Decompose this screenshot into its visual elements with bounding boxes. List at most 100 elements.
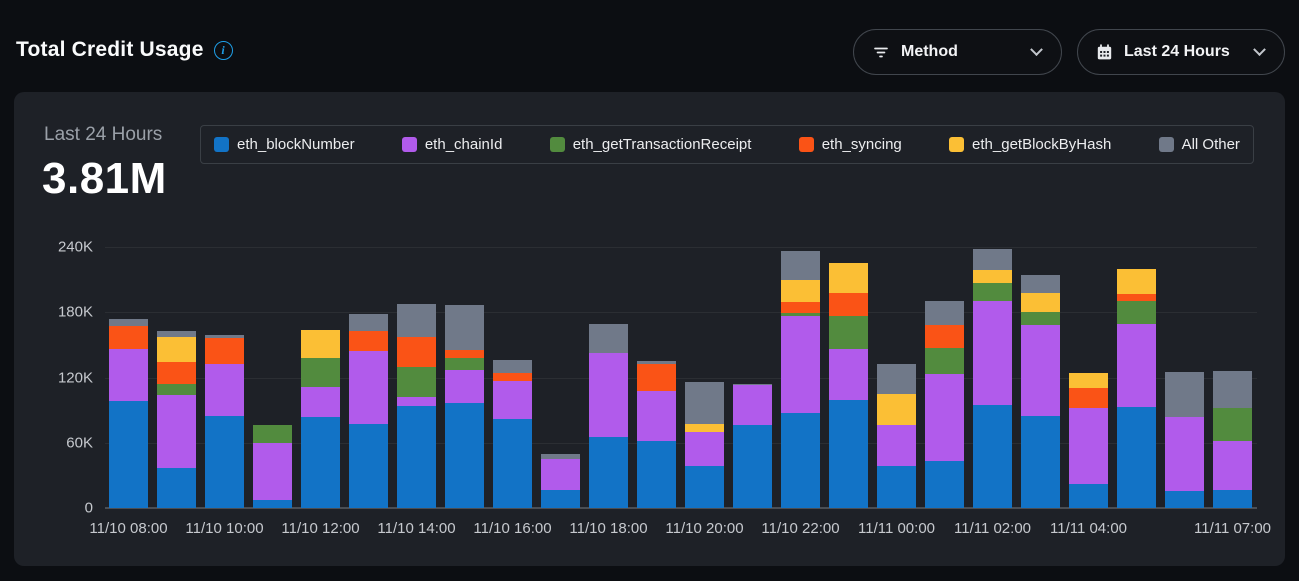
y-axis-tick: 240K xyxy=(57,238,93,256)
legend-swatch-icon xyxy=(549,137,565,152)
x-axis-tick: 11/10 20:00 xyxy=(665,520,744,537)
bar-segment xyxy=(397,366,436,398)
legend-item[interactable]: eth_getBlockByHash xyxy=(949,136,1111,153)
bar-segment xyxy=(589,352,628,438)
legend-item[interactable]: eth_getTransactionReceipt xyxy=(549,136,752,153)
bar-segment xyxy=(253,442,292,501)
bar-segment xyxy=(1069,373,1108,389)
bar-segment xyxy=(973,282,1012,302)
time-range-dropdown[interactable]: Last 24 Hours xyxy=(1077,29,1285,75)
bar-segment xyxy=(829,263,868,293)
y-axis-tick: 60K xyxy=(66,434,93,452)
legend-label: eth_getBlockByHash xyxy=(972,136,1112,153)
bar-segment xyxy=(301,387,340,417)
y-axis-tick: 120K xyxy=(57,369,93,386)
bar-segment xyxy=(1021,325,1060,416)
bar-segment xyxy=(733,384,772,386)
bar-segment xyxy=(301,357,340,388)
bar-segment xyxy=(493,373,532,381)
bar-segment xyxy=(397,405,436,508)
bar-segment xyxy=(973,249,1012,270)
bar-segment xyxy=(445,304,484,351)
bar-segment xyxy=(829,400,868,508)
bar-segment xyxy=(733,385,772,426)
gridline xyxy=(105,312,1257,314)
bar-segment xyxy=(205,415,244,508)
bar-segment xyxy=(973,301,1012,405)
bar-segment xyxy=(925,461,964,508)
bar-segment xyxy=(589,324,628,353)
calendar-icon xyxy=(1096,43,1113,61)
bar-11-10-15-00[interactable] xyxy=(445,304,484,508)
x-axis-tick: 11/11 00:00 xyxy=(857,520,936,537)
bar-11-10-16-00[interactable] xyxy=(493,360,532,508)
legend-item[interactable]: eth_blockNumber xyxy=(214,136,355,153)
bar-segment xyxy=(445,350,484,358)
chevron-down-icon xyxy=(1030,42,1043,56)
info-icon[interactable]: i xyxy=(213,40,233,60)
bar-segment xyxy=(1213,407,1252,441)
legend-item[interactable]: All Other xyxy=(1158,136,1240,153)
bar-11-11-02-00[interactable] xyxy=(973,249,1012,508)
bar-segment xyxy=(637,364,676,391)
bar-segment xyxy=(157,394,196,468)
bar-segment xyxy=(1069,407,1108,485)
bar-11-11-06-00[interactable] xyxy=(1165,372,1204,508)
bar-11-10-19-00[interactable] xyxy=(637,361,676,508)
gridline xyxy=(105,507,1257,509)
chevron-down-icon xyxy=(1253,42,1266,56)
gridline xyxy=(105,442,1257,444)
bar-11-10-10-00[interactable] xyxy=(205,335,244,508)
bar-segment xyxy=(205,335,244,339)
bar-11-10-21-00[interactable] xyxy=(733,384,772,508)
x-axis-tick: 11/10 10:00 xyxy=(185,520,264,537)
legend-label: eth_getTransactionReceipt xyxy=(572,136,752,153)
bar-11-10-17-00[interactable] xyxy=(541,453,580,508)
bar-11-10-18-00[interactable] xyxy=(589,324,628,508)
bar-segment xyxy=(925,348,964,375)
bar-11-11-05-00[interactable] xyxy=(1117,268,1156,508)
bar-segment xyxy=(925,301,964,326)
bar-segment xyxy=(733,425,772,508)
bar-segment xyxy=(973,269,1012,283)
bar-segment xyxy=(685,424,724,432)
bar-segment xyxy=(829,292,868,316)
bar-11-10-12-00[interactable] xyxy=(301,329,340,508)
bar-segment xyxy=(1165,372,1204,417)
bar-segment xyxy=(781,251,820,280)
bar-segment xyxy=(445,357,484,370)
bar-11-10-14-00[interactable] xyxy=(397,303,436,508)
bar-segment xyxy=(205,364,244,416)
bar-11-11-01-00[interactable] xyxy=(925,301,964,508)
bar-segment xyxy=(157,337,196,363)
bar-segment xyxy=(637,440,676,508)
bar-11-11-07-00[interactable] xyxy=(1213,370,1252,508)
x-axis-tick: 11/10 18:00 xyxy=(569,520,648,537)
bar-segment xyxy=(685,465,724,508)
bar-segment xyxy=(925,325,964,349)
bar-segment xyxy=(781,302,820,314)
bar-segment xyxy=(877,393,916,426)
legend-item[interactable]: eth_chainId xyxy=(401,136,503,153)
bar-11-10-13-00[interactable] xyxy=(349,314,388,508)
legend-label: eth_chainId xyxy=(424,136,503,153)
bar-11-10-11-00[interactable] xyxy=(253,425,292,508)
y-axis-tick: 180K xyxy=(57,303,93,321)
bar-11-10-09-00[interactable] xyxy=(157,330,196,508)
bar-segment xyxy=(925,374,964,462)
bar-11-10-22-00[interactable] xyxy=(781,251,820,508)
bar-11-11-00-00[interactable] xyxy=(877,364,916,508)
legend-item[interactable]: eth_syncing xyxy=(798,136,902,153)
method-filter-dropdown[interactable]: Method xyxy=(853,29,1062,75)
bar-segment xyxy=(253,500,292,508)
bar-segment xyxy=(493,418,532,508)
bar-11-10-20-00[interactable] xyxy=(685,381,724,508)
x-axis-tick: 11/11 04:00 xyxy=(1049,520,1128,537)
bar-segment xyxy=(397,337,436,367)
bar-11-10-23-00[interactable] xyxy=(829,263,868,508)
bar-11-11-03-00[interactable] xyxy=(1021,275,1060,508)
bar-segment xyxy=(109,401,148,508)
bar-11-10-08-00[interactable] xyxy=(109,318,148,508)
bar-11-11-04-00[interactable] xyxy=(1069,373,1108,508)
bar-segment xyxy=(637,361,676,365)
